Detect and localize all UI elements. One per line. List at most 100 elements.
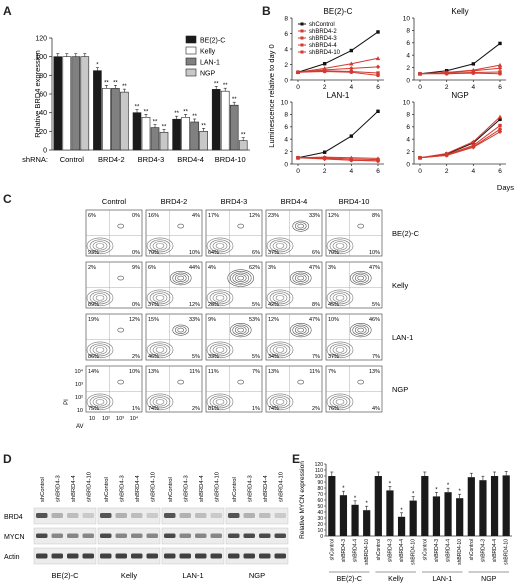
b-x-tick-label: 6 [376,168,380,175]
a-category-label: BRD4-2 [98,155,125,164]
c-contour-ll [89,343,111,357]
c-contour-ll [206,341,234,359]
c-contour-ll [272,241,288,251]
a-y-tick-label: 40 [39,110,47,117]
e-category-label: shControl [329,539,335,560]
c-plot-frame [265,313,323,361]
a-sig-label: * [96,63,99,69]
b-y-tick-label: 0 [284,161,288,168]
b-x-tick-label: 0 [418,84,422,91]
c-quadrant-ur: 33% [189,317,200,323]
a-category-label: BRD4-4 [177,155,204,164]
b-point [497,66,503,71]
b-x-tick-label: 2 [445,84,449,91]
b-point [498,123,502,128]
b-point [417,155,423,160]
d-band-label: BRD4 [4,514,23,521]
b-point [471,139,476,144]
e-y-axis-label: Relative MYCN expression [299,461,306,539]
e-category-label: shBRD4-3 [480,539,486,562]
c-contour-ur [292,272,310,284]
e-bar [421,476,429,536]
c-quadrant-ur: 10% [129,369,140,375]
d-band-mycn [274,533,286,538]
c-contour-ll [206,289,234,307]
c-quadrant-ur: 8% [372,213,380,219]
e-bar [328,476,336,536]
d-band-actin [274,553,286,559]
c-plot-frame [265,209,323,257]
b-x-tick-label: 2 [323,84,327,91]
c-contour-ur [292,324,310,336]
a-bar [62,56,72,151]
a-bar [238,140,248,151]
e-category-label: shBRD4-10 [457,539,463,565]
d-band-mycn [51,533,63,538]
e-sig-label: * [447,483,450,489]
b-y-tick-label: 2 [284,149,288,156]
e-group-label: NGP [481,576,497,583]
c-x-tick-label: 10³ [116,416,124,422]
c-y-tick-label: 10³ [75,382,83,388]
d-lane-label: shBRD4-3 [183,475,189,502]
e-bar [363,510,371,536]
c-quadrant-ll: 37% [148,302,159,308]
b-point [322,62,327,66]
b-legend-label: shBRD4-2 [309,29,337,35]
b-point [444,70,449,75]
c-facs-plot: 12% 8% 70% 10% [325,209,383,257]
b-point [497,114,503,119]
d-band-brd4 [82,513,94,518]
c-quadrant-ll: 45% [328,302,339,308]
d-lane-label: shBRD4-10 [150,472,156,502]
c-quadrant-ur: 12% [129,317,140,323]
c-quadrant-ul: 11% [208,369,219,375]
c-contour-ur [172,272,190,284]
a-x-axis-label: shRNA: [22,155,48,164]
c-quadrant-lr: 7% [312,354,320,360]
panel-letter-a: A [3,4,12,18]
c-facs-plot: 3% 47% 42% 8% [265,261,323,309]
c-plot-frame [325,261,383,309]
c-contour-ll [212,345,228,355]
c-facs-plot: 15% 33% 46% 5% [145,313,203,361]
b-legend-label: shBRD4-4 [309,43,337,49]
c-contour-ur [169,270,192,286]
e-bar [456,498,464,536]
b-point [376,30,380,34]
c-contour-ll [272,397,288,407]
b-series-line [297,157,379,162]
c-contour-ll [146,289,174,307]
c-x-tick-label: 10 [89,416,95,422]
d-blot-strip [225,507,289,525]
c-quadrant-ll: 93% [88,250,99,256]
d-band-mycn [164,533,176,538]
d-band-brd4 [115,513,127,518]
c-contour-ll [209,239,231,253]
c-contour-ll [335,347,345,353]
c-column-header: BRD4-4 [281,197,308,206]
c-contour-ll [146,393,174,411]
c-facs-plot: 14% 10% 75% 1% [85,365,143,413]
c-plot-frame [85,313,143,361]
c-plot-frame [265,365,323,413]
c-plot-frame [205,365,263,413]
c-contour-ur [237,275,245,281]
c-contour-ur [172,324,190,336]
a-sig-label: ** [153,120,158,126]
c-quadrant-ll: 75% [88,406,99,412]
a-legend-swatch [185,35,197,44]
b-x-tick-label: 0 [296,84,300,91]
d-blot-strip [33,527,97,545]
c-plot-frame [205,313,263,361]
c-quadrant-lr: 2% [312,406,320,412]
e-y-tick-label: 50 [317,504,323,510]
c-contour-ll [149,291,171,305]
c-facs-plot: 13% 11% 74% 2% [145,365,203,413]
c-quadrant-ur: 9% [132,265,140,271]
d-band-mycn [259,533,271,538]
c-facs-plot: 6% 0% 93% 0% [85,209,143,257]
b-y-tick-label: 8 [284,112,288,119]
e-sig-label: * [342,486,345,492]
d-group-label: Kelly [121,571,138,580]
